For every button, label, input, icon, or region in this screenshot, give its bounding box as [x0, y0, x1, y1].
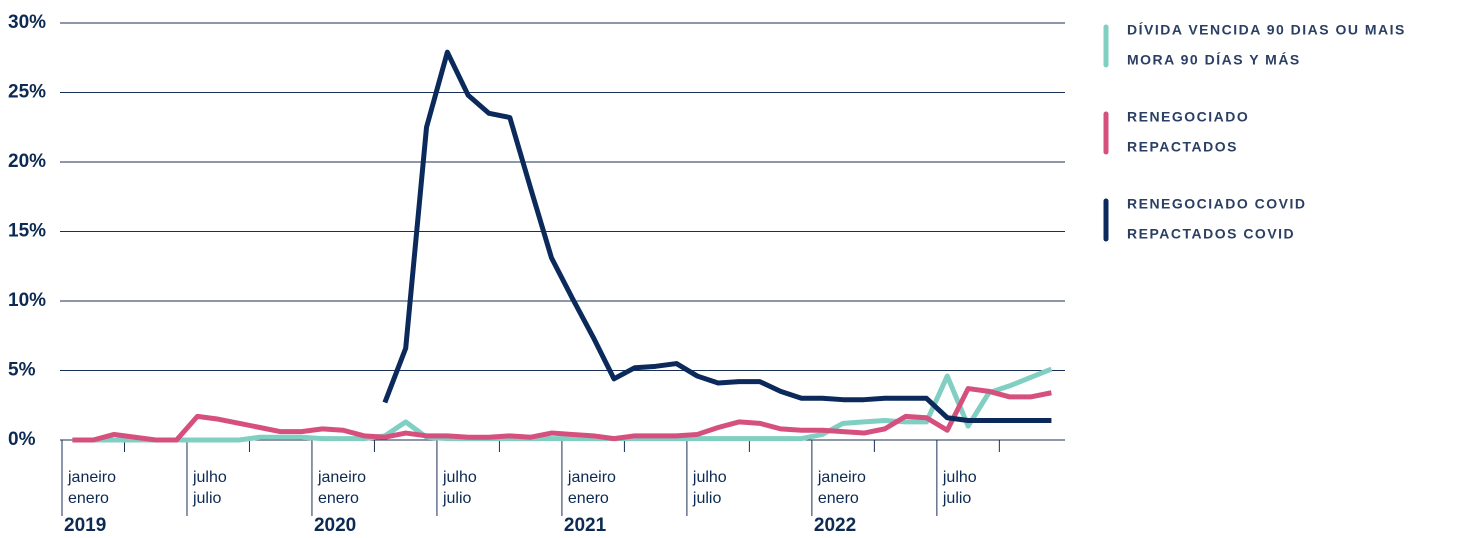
- y-tick-label: 5%: [8, 360, 36, 381]
- legend-label: REPACTADOS: [1127, 139, 1238, 155]
- series-line: [382, 49, 1052, 424]
- x-tick-label: julio: [192, 490, 222, 507]
- y-tick-label: 15%: [8, 221, 46, 242]
- legend-label: DÍVIDA VENCIDA 90 DIAS OU MAIS: [1127, 22, 1406, 38]
- x-tick-label: julio: [942, 490, 972, 507]
- y-tick-label: 10%: [8, 290, 46, 311]
- y-tick-label: 25%: [8, 82, 46, 103]
- x-tick-label: janeiro: [567, 469, 616, 486]
- y-tick-label: 20%: [8, 151, 46, 172]
- x-year-label: 2021: [564, 515, 607, 536]
- x-tick-label: enero: [568, 490, 609, 507]
- x-tick-label: julho: [692, 469, 727, 486]
- x-tick-label: enero: [68, 490, 109, 507]
- x-tick-label: janeiro: [317, 469, 366, 486]
- x-tick-label: enero: [318, 490, 359, 507]
- legend-label: RENEGOCIADO: [1127, 109, 1249, 125]
- x-tick-label: julho: [942, 469, 977, 486]
- x-tick-label: enero: [818, 490, 859, 507]
- x-tick-label: julio: [692, 490, 722, 507]
- legend-label: MORA 90 DÍAS Y MÁS: [1127, 52, 1301, 68]
- x-year-label: 2020: [314, 515, 356, 536]
- y-tick-label: 0%: [8, 429, 36, 450]
- x-year-label: 2019: [64, 515, 106, 536]
- x-year-label: 2022: [814, 515, 856, 536]
- series-line: [72, 366, 1053, 443]
- y-tick-label: 30%: [8, 12, 46, 33]
- x-tick-label: julio: [442, 490, 472, 507]
- x-tick-label: janeiro: [817, 469, 866, 486]
- x-tick-label: janeiro: [67, 469, 116, 486]
- x-tick-label: julho: [192, 469, 227, 486]
- legend-label: REPACTADOS COVID: [1127, 226, 1295, 242]
- legend-label: RENEGOCIADO COVID: [1127, 196, 1307, 212]
- series-line: [72, 386, 1052, 443]
- x-tick-label: julho: [442, 469, 477, 486]
